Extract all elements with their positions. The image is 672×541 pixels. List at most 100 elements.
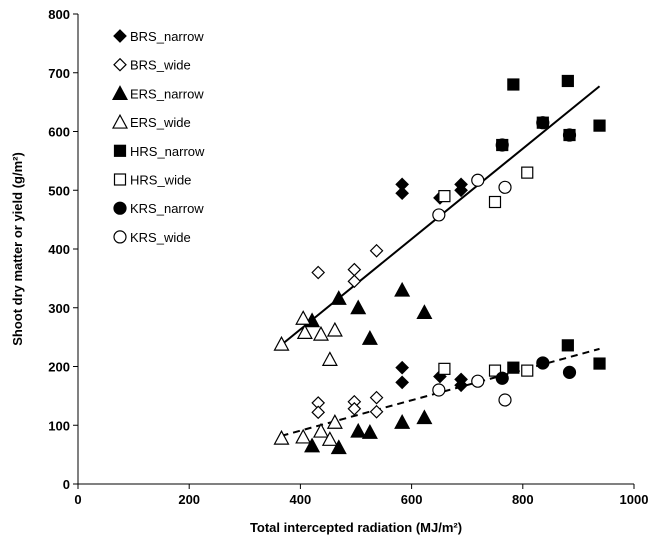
point-ERS_narrow	[350, 422, 367, 438]
point-ERS_wide	[326, 321, 343, 337]
point-KRS_narrow	[562, 128, 577, 142]
y-axis-label: Shoot dry matter or yield (g/m²)	[10, 152, 25, 346]
point-ERS_narrow	[416, 304, 433, 319]
legend-label-HRS_narrow: HRS_narrow	[130, 144, 205, 159]
series-HRS_narrow	[496, 74, 606, 374]
point-HRS_narrow	[593, 119, 606, 132]
point-ERS_wide	[321, 431, 338, 446]
y-tick-label: 800	[48, 7, 70, 22]
point-HRS_narrow	[561, 74, 574, 88]
point-HRS_wide	[488, 364, 502, 377]
y-tick-label: 600	[48, 125, 70, 140]
legend-marker-ERS_wide	[111, 113, 129, 129]
point-HRS_wide	[438, 190, 451, 203]
x-tick-label: 800	[512, 492, 534, 507]
legend-label-HRS_wide: HRS_wide	[130, 173, 191, 188]
legend-marker-KRS_narrow	[113, 201, 127, 215]
legend: BRS_narrow BRS_wide ERS_narrow ERS_wide HRS_…	[111, 29, 205, 245]
legend-marker-ERS_narrow	[111, 85, 129, 100]
legend-label-KRS_wide: KRS_wide	[130, 230, 191, 245]
point-BRS_wide	[347, 401, 362, 416]
point-BRS_wide	[311, 265, 326, 280]
legend-marker-BRS_wide	[113, 57, 127, 72]
point-HRS_narrow	[593, 357, 606, 370]
trendlines	[280, 85, 601, 437]
y-tick-label: 100	[48, 418, 70, 433]
point-KRS_narrow	[495, 371, 509, 385]
y-tick-label: 300	[48, 301, 70, 316]
point-BRS_narrow	[454, 378, 468, 393]
point-HRS_narrow	[507, 78, 520, 91]
point-ERS_narrow	[361, 424, 378, 439]
legend-marker-BRS_narrow	[113, 29, 127, 43]
point-BRS_wide	[369, 390, 384, 405]
point-KRS_wide	[498, 393, 512, 407]
point-HRS_wide	[438, 362, 451, 375]
point-KRS_wide	[432, 208, 446, 222]
x-tick-label: 600	[401, 492, 423, 507]
point-BRS_narrow	[395, 186, 409, 201]
series-KRS_wide	[432, 173, 512, 407]
x-tick-label: 1000	[620, 492, 649, 507]
data-points	[273, 74, 606, 455]
point-ERS_wide	[273, 429, 290, 445]
point-ERS_narrow	[330, 439, 347, 455]
y-tick-label: 400	[48, 242, 70, 257]
point-KRS_wide	[498, 180, 512, 194]
point-KRS_narrow	[536, 356, 550, 370]
point-BRS_wide	[347, 274, 362, 289]
point-BRS_narrow	[454, 183, 468, 198]
series-ERS_wide	[273, 310, 343, 446]
point-ERS_wide	[312, 325, 329, 341]
point-KRS_narrow	[562, 365, 577, 379]
point-KRS_wide	[432, 383, 446, 397]
legend-label-BRS_narrow: BRS_narrow	[130, 29, 204, 44]
series-HRS_wide	[438, 166, 534, 377]
point-HRS_wide	[488, 195, 502, 209]
legend-label-ERS_wide: ERS_wide	[130, 115, 191, 130]
point-ERS_narrow	[350, 299, 367, 315]
point-BRS_wide	[369, 243, 384, 258]
series-KRS_narrow	[495, 116, 577, 385]
point-HRS_wide	[521, 166, 534, 179]
series-BRS_narrow	[395, 177, 468, 393]
legend-label-ERS_narrow: ERS_narrow	[130, 86, 204, 101]
x-tick-label: 200	[178, 492, 200, 507]
legend-label-KRS_narrow: KRS_narrow	[130, 201, 204, 216]
point-ERS_wide	[321, 351, 338, 366]
y-tick-label: 0	[63, 477, 70, 492]
point-ERS_wide	[296, 324, 313, 339]
point-ERS_narrow	[416, 409, 433, 425]
point-BRS_narrow	[395, 360, 409, 375]
x-axis-label: Total intercepted radiation (MJ/m²)	[250, 520, 462, 535]
point-ERS_narrow	[330, 290, 347, 305]
y-tick-label: 500	[48, 183, 70, 198]
y-tick-label: 700	[48, 66, 70, 81]
point-ERS_narrow	[304, 437, 321, 453]
series-ERS_narrow	[304, 281, 433, 455]
legend-marker-HRS_wide	[113, 173, 127, 186]
point-ERS_wide	[312, 422, 329, 438]
x-tick-label: 0	[74, 492, 81, 507]
point-ERS_narrow	[394, 414, 411, 429]
point-KRS_wide	[471, 374, 485, 388]
legend-marker-HRS_narrow	[113, 144, 127, 157]
point-ERS_wide	[326, 414, 343, 429]
point-BRS_wide	[369, 404, 384, 419]
point-ERS_wide	[295, 428, 312, 444]
point-BRS_narrow	[395, 375, 409, 390]
point-ERS_narrow	[394, 281, 411, 297]
y-tick-label: 200	[48, 360, 70, 375]
point-ERS_wide	[273, 335, 290, 351]
point-BRS_wide	[311, 405, 326, 420]
point-HRS_wide	[521, 364, 534, 377]
series-BRS_wide	[311, 243, 384, 420]
point-ERS_wide	[295, 310, 312, 325]
point-HRS_narrow	[561, 339, 574, 352]
point-HRS_narrow	[507, 361, 520, 374]
point-BRS_wide	[347, 262, 362, 277]
tick-labels: 0 200 400 600 800 1000 0 100 200 300 400 500 600 700 8…	[48, 7, 648, 507]
point-KRS_wide	[471, 173, 485, 187]
legend-label-BRS_wide: BRS_wide	[130, 58, 191, 73]
x-tick-label: 400	[290, 492, 312, 507]
